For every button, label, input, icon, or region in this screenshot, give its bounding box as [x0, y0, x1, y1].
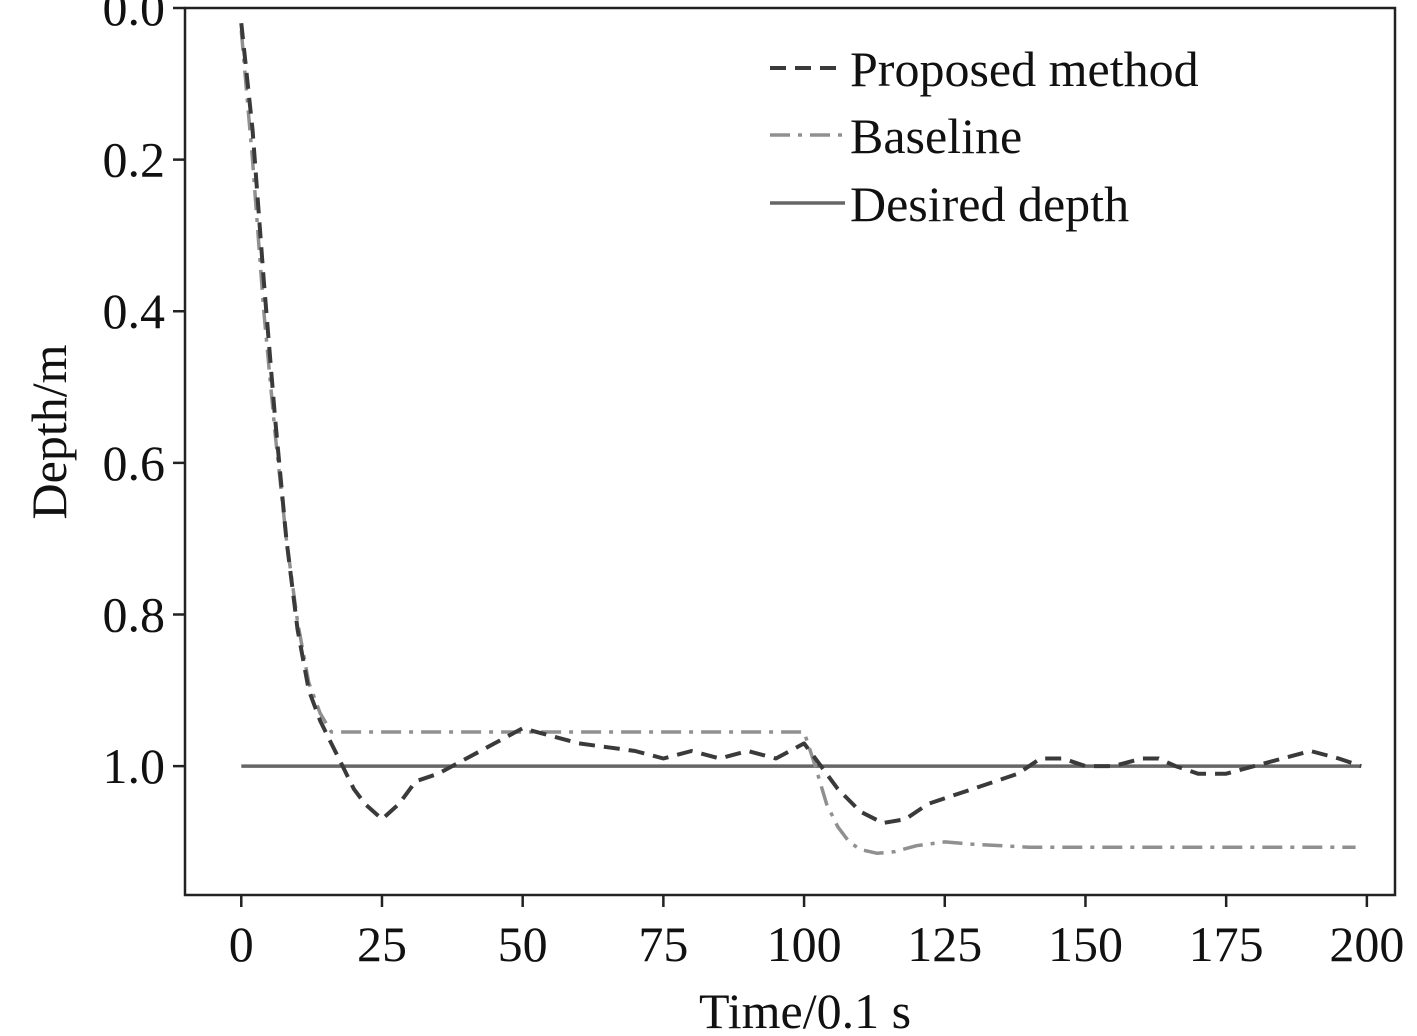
- series-line-proposed-method: [239, 22, 1362, 825]
- plot-frame: [183, 6, 1397, 897]
- series-layer: [239, 22, 1362, 856]
- y-axis-title: Depth/m: [21, 344, 77, 519]
- x-tick-label: 75: [638, 916, 688, 972]
- y-tick-label: 0.0: [103, 0, 166, 36]
- y-tick-label: 0.2: [103, 132, 166, 188]
- legend: Proposed method Baseline Desired depth: [770, 41, 1199, 232]
- y-tick-label: 0.6: [103, 435, 166, 491]
- x-tick-label: 175: [1189, 916, 1264, 972]
- x-tick-label: 0: [229, 916, 254, 972]
- x-axis-ticks: 0 25 50 75 100 125 150 175 200: [229, 895, 1404, 972]
- x-tick-label: 200: [1329, 916, 1404, 972]
- x-tick-label: 50: [498, 916, 548, 972]
- y-axis-ticks: 0.0 0.2 0.4 0.6 0.8 1.0: [103, 0, 185, 794]
- x-tick-label: 125: [907, 916, 982, 972]
- legend-label-baseline: Baseline: [850, 108, 1022, 164]
- x-axis-title: Time/0.1 s: [699, 983, 911, 1036]
- legend-label-proposed-method: Proposed method: [850, 41, 1199, 97]
- y-tick-label: 1.0: [103, 738, 166, 794]
- y-tick-label: 0.8: [103, 586, 166, 642]
- x-tick-label: 100: [767, 916, 842, 972]
- legend-label-desired-depth: Desired depth: [850, 176, 1129, 232]
- x-tick-label: 150: [1048, 916, 1123, 972]
- x-tick-label: 25: [357, 916, 407, 972]
- y-tick-label: 0.4: [103, 283, 166, 339]
